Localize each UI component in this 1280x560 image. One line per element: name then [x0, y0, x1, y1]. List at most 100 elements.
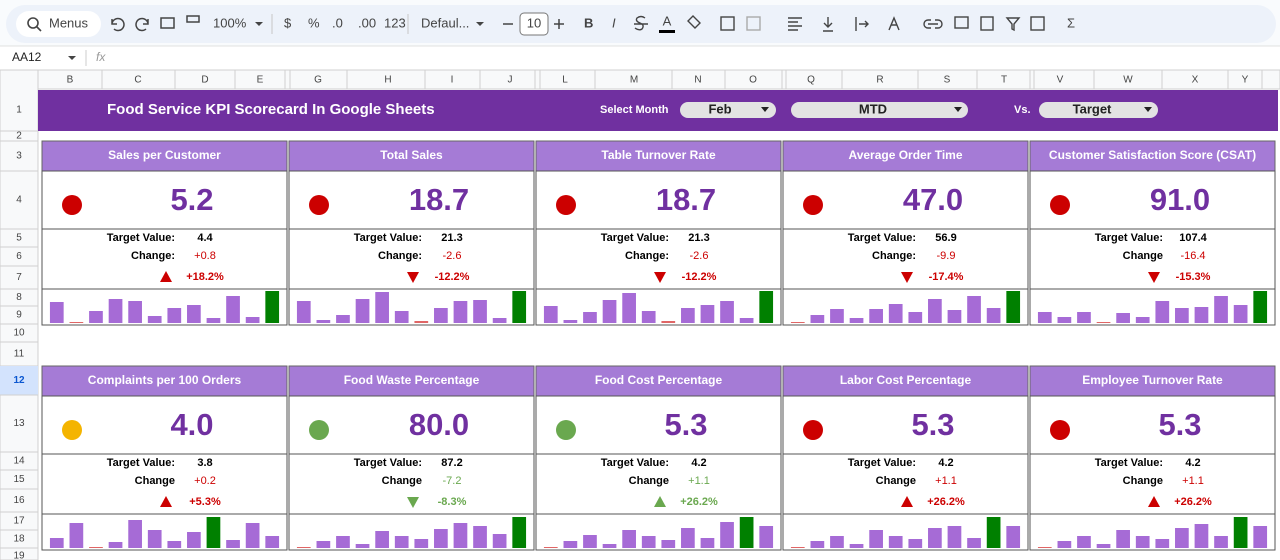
sparkline-bar — [810, 315, 825, 323]
sparkline-bar — [928, 299, 942, 323]
sparkline-bar — [1194, 307, 1209, 323]
search-label: Menus — [49, 15, 89, 30]
comparison-dropdown[interactable] — [1039, 102, 1158, 118]
sparkline-bar — [69, 523, 84, 548]
sparkline-bar — [434, 529, 448, 548]
strikethrough[interactable] — [634, 15, 648, 31]
target-label: Target Value: — [354, 232, 422, 244]
font-family[interactable]: Defaul... — [421, 15, 469, 30]
target-value: 107.4 — [1179, 232, 1207, 244]
sparkline-bar — [700, 305, 715, 323]
italic[interactable]: I — [612, 15, 616, 30]
sparkline-bar — [681, 528, 695, 548]
zoom[interactable]: 100% — [213, 15, 247, 30]
search-menus[interactable] — [16, 11, 101, 37]
insert-chart[interactable] — [980, 16, 994, 31]
bold[interactable]: B — [584, 15, 593, 30]
sparkline-bar — [473, 300, 487, 323]
column-header: M — [630, 75, 638, 86]
change-value: +1.1 — [935, 475, 957, 487]
column-headers — [0, 69, 1280, 90]
kpi-value: 5.3 — [1158, 407, 1201, 442]
column-header: Y — [1242, 75, 1249, 86]
zoom-caret — [255, 22, 263, 26]
number-format[interactable]: 123 — [384, 15, 406, 30]
card-header — [782, 140, 1029, 172]
font-size-increase[interactable] — [554, 19, 564, 29]
sparkline-bar — [622, 293, 636, 323]
functions[interactable]: Σ — [1067, 15, 1075, 30]
formula-bar — [0, 46, 1280, 70]
card-title: Labor Cost Percentage — [840, 373, 972, 387]
sparkline-bar — [512, 517, 527, 548]
column-header: T — [1001, 75, 1007, 86]
sparkline-bar — [453, 523, 468, 548]
sparkline-bar — [206, 517, 221, 548]
currency-format[interactable]: $ — [284, 15, 292, 30]
text-rotation[interactable] — [888, 16, 900, 31]
font-size-box[interactable] — [519, 12, 549, 36]
change-label: Change: — [378, 250, 422, 262]
decrease-decimals[interactable]: .0 — [332, 15, 343, 30]
row-header: 3 — [16, 151, 22, 162]
vertical-align[interactable] — [823, 17, 833, 32]
borders[interactable] — [720, 16, 735, 31]
merge[interactable] — [746, 16, 761, 31]
change-value: +1.1 — [688, 475, 710, 487]
card-body — [782, 170, 1029, 290]
change-arrow — [160, 496, 172, 507]
card-body — [1029, 170, 1276, 290]
card-header — [288, 140, 535, 172]
sparkline-bar — [453, 301, 468, 323]
sparkline-bar — [473, 526, 487, 548]
change-label: Change — [876, 475, 916, 487]
undo[interactable] — [111, 17, 125, 32]
sparkline-bar — [1077, 312, 1091, 323]
status-indicator — [309, 195, 329, 215]
target-label: Target Value: — [107, 457, 175, 469]
card-title: Complaints per 100 Orders — [88, 373, 242, 387]
target-value: 87.2 — [441, 457, 462, 469]
sparkline-bar — [1233, 517, 1248, 548]
change-label: Change: — [625, 250, 669, 262]
column-header: B — [67, 75, 74, 86]
sparkline-bar — [355, 544, 370, 548]
insert-link[interactable] — [923, 19, 943, 29]
target-label: Target Value: — [1095, 232, 1163, 244]
period-value: MTD — [859, 101, 887, 116]
change-label: Change: — [131, 250, 175, 262]
selected-row-header — [0, 366, 38, 395]
sparkline-bar — [1096, 544, 1111, 548]
target-label: Target Value: — [601, 457, 669, 469]
kpi-cards: Sales per Customer 5.2 Target Value: 4.4 Cha… — [41, 140, 1276, 551]
sparkline-bar — [89, 311, 103, 323]
filter-views[interactable] — [1030, 16, 1045, 31]
redo[interactable] — [135, 17, 149, 32]
sparkline-bar — [316, 320, 331, 323]
change-arrow — [654, 272, 666, 283]
percent-format[interactable]: % — [308, 15, 320, 30]
sparkline-bar — [681, 308, 695, 323]
row-header: 6 — [16, 251, 22, 262]
change-label: Change — [629, 475, 669, 487]
month-dropdown[interactable] — [680, 102, 776, 118]
change-value: -7.2 — [443, 475, 462, 487]
sparkline-bar — [49, 302, 64, 323]
text-wrap[interactable] — [855, 17, 869, 31]
text-color[interactable]: A — [663, 13, 672, 28]
print[interactable] — [160, 17, 175, 29]
sparkline-bar — [967, 538, 981, 548]
fill-color[interactable] — [687, 15, 701, 29]
increase-decimals[interactable]: .00 — [358, 15, 376, 30]
kpi-value: 4.0 — [170, 407, 213, 442]
align[interactable] — [788, 17, 802, 31]
sparkline-bar — [1253, 526, 1268, 548]
filter[interactable] — [1005, 17, 1021, 32]
name-box[interactable]: AA12 — [12, 50, 42, 64]
change-value: +0.2 — [194, 475, 216, 487]
insert-comment[interactable] — [954, 16, 969, 29]
paint-format[interactable] — [186, 15, 200, 23]
row-header: 4 — [16, 195, 22, 206]
sparkline-bar — [1214, 536, 1228, 548]
period-dropdown[interactable] — [791, 102, 968, 118]
